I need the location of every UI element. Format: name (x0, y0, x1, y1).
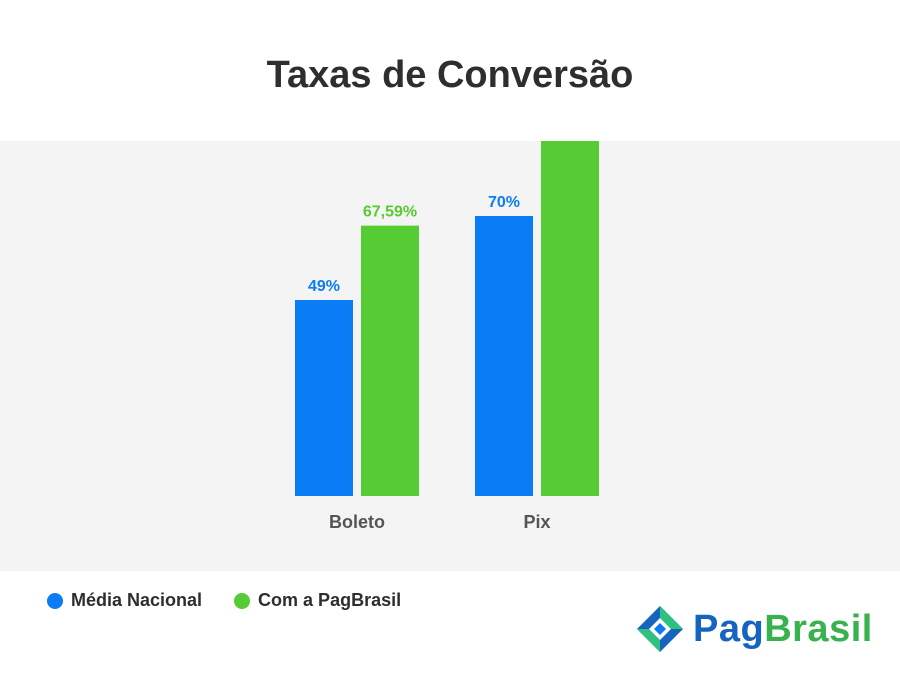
data-label-boleto-media-nacional: 49% (308, 278, 340, 295)
legend-swatch-media-nacional (47, 592, 63, 609)
chart-title: Taxas de Conversão (266, 54, 634, 96)
legend-swatch-com-pagbrasil (234, 592, 251, 609)
legend-label-com-pagbrasil: Com a PagBrasil (258, 590, 402, 610)
legend-item-com-pagbrasil: Com a PagBrasil (234, 590, 401, 611)
data-label-pix-media-nacional: 70% (488, 194, 520, 211)
bar-pix-media-nacional (475, 216, 533, 496)
logo-wordmark: PagBrasil (693, 607, 873, 651)
bar-pix-com-a-pagbrasil (541, 141, 599, 496)
pagbrasil-logo-icon (637, 606, 683, 652)
legend-item-media-nacional: Média Nacional (47, 590, 202, 611)
data-label-boleto-com-a-pagbrasil: 67,59% (363, 204, 417, 221)
logo-text-brasil: Brasil (764, 608, 873, 650)
category-label-pix: Pix (523, 512, 550, 532)
bar-boleto-com-a-pagbrasil (361, 225, 419, 496)
legend-label-media-nacional: Média Nacional (71, 590, 203, 610)
legend: Média Nacional Com a PagBrasil (47, 590, 433, 611)
logo-text-pag: Pag (693, 608, 765, 650)
pagbrasil-logo: PagBrasil (635, 604, 873, 654)
category-label-boleto: Boleto (329, 512, 385, 532)
bar-boleto-media-nacional (295, 300, 353, 496)
